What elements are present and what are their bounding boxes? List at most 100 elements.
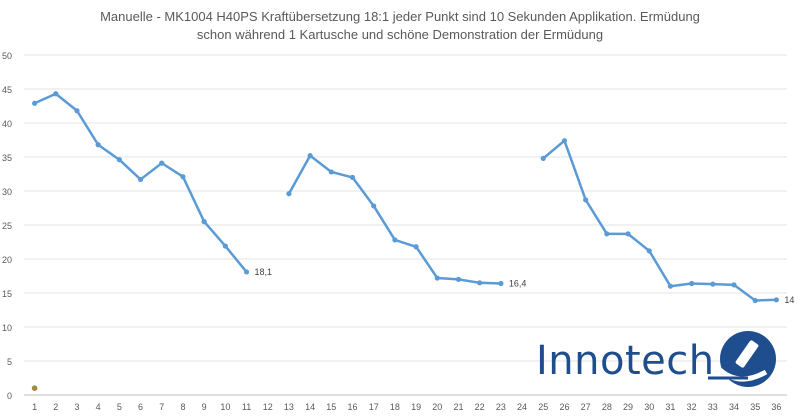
x-tick-label: 6 xyxy=(138,402,143,412)
x-tick-label: 35 xyxy=(750,402,760,412)
x-tick-label: 3 xyxy=(74,402,79,412)
x-tick-label: 25 xyxy=(538,402,548,412)
series-line-segment xyxy=(287,154,503,285)
data-point xyxy=(604,231,610,237)
y-tick-label: 25 xyxy=(2,221,12,231)
y-tick-label: 30 xyxy=(2,187,12,197)
series-line-segment xyxy=(542,139,778,302)
x-tick-label: 1 xyxy=(32,402,37,412)
data-point xyxy=(731,282,737,288)
data-point xyxy=(74,108,80,114)
y-axis-tick-labels: 0 5 10 15 20 25 30 35 40 45 50 xyxy=(2,51,12,401)
logo-emblem-icon xyxy=(708,331,776,387)
chart-title-line-1: Manuelle - MK1004 H40PS Kraftübersetzung… xyxy=(100,9,700,24)
logo-text: Innotech xyxy=(536,338,715,384)
data-point xyxy=(116,157,122,163)
data-point xyxy=(137,176,144,183)
data-point xyxy=(349,174,356,180)
x-tick-label: 4 xyxy=(96,402,101,412)
innotech-logo: Innotech xyxy=(532,328,782,390)
chart-title-line-2: schon während 1 Kartusche und schöne Dem… xyxy=(196,27,604,42)
data-point xyxy=(583,197,589,203)
y-tick-label: 35 xyxy=(2,153,12,163)
data-point xyxy=(455,276,462,282)
x-tick-label: 22 xyxy=(475,402,485,412)
x-tick-label: 27 xyxy=(581,402,591,412)
data-point xyxy=(201,219,207,225)
data-point xyxy=(286,191,292,197)
x-tick-label: 12 xyxy=(263,402,273,412)
y-tick-label: 50 xyxy=(2,51,12,61)
x-tick-label: 13 xyxy=(284,402,294,412)
x-tick-label: 9 xyxy=(202,402,207,412)
data-point xyxy=(243,269,250,275)
x-tick-label: 26 xyxy=(559,402,569,412)
x-tick-label: 18 xyxy=(390,402,400,412)
data-point xyxy=(625,231,631,237)
x-tick-label: 14 xyxy=(305,402,315,412)
data-point xyxy=(95,142,101,148)
x-tick-label: 19 xyxy=(411,402,421,412)
data-point xyxy=(307,153,313,159)
data-label: 14 xyxy=(784,295,794,305)
data-point xyxy=(434,275,440,281)
y-tick-label: 0 xyxy=(7,391,12,401)
x-tick-label: 21 xyxy=(453,402,463,412)
data-point xyxy=(159,160,165,166)
data-point xyxy=(540,155,546,161)
data-point xyxy=(710,281,716,287)
data-point xyxy=(773,297,780,303)
x-tick-label: 11 xyxy=(242,402,251,412)
data-point xyxy=(392,237,398,243)
x-tick-label: 15 xyxy=(326,402,336,412)
x-tick-label: 8 xyxy=(180,402,185,412)
y-tick-label: 10 xyxy=(2,323,12,333)
data-point xyxy=(689,280,695,287)
data-point xyxy=(222,243,228,249)
x-tick-label: 17 xyxy=(369,402,379,412)
x-tick-label: 32 xyxy=(687,402,697,412)
x-tick-label: 34 xyxy=(729,402,739,412)
x-tick-label: 30 xyxy=(644,402,654,412)
x-tick-label: 36 xyxy=(771,402,781,412)
y-tick-label: 20 xyxy=(2,255,12,265)
x-tick-label: 24 xyxy=(517,402,527,412)
data-point xyxy=(413,244,419,250)
x-tick-label: 23 xyxy=(496,402,506,412)
data-point xyxy=(180,174,186,180)
x-tick-label: 10 xyxy=(220,402,230,412)
x-tick-label: 31 xyxy=(665,402,675,412)
data-point xyxy=(328,169,334,175)
data-point xyxy=(667,283,674,289)
data-point xyxy=(752,297,758,304)
x-tick-label: 2 xyxy=(53,402,58,412)
x-tick-label: 5 xyxy=(117,402,122,412)
x-tick-label: 7 xyxy=(159,402,164,412)
data-label: 16,4 xyxy=(509,278,527,288)
y-tick-label: 5 xyxy=(7,357,12,367)
y-tick-label: 15 xyxy=(2,289,12,299)
gridlines xyxy=(24,54,787,396)
series-line-segment xyxy=(33,92,248,274)
data-point xyxy=(477,280,483,286)
data-point xyxy=(371,203,377,209)
extra-data-point xyxy=(31,385,38,392)
x-tick-label: 16 xyxy=(348,402,358,412)
data-point xyxy=(31,100,38,106)
x-tick-label: 33 xyxy=(708,402,718,412)
y-tick-label: 45 xyxy=(2,85,12,95)
x-tick-label: 28 xyxy=(602,402,612,412)
data-labels: 18,1 16,4 14 xyxy=(255,267,795,305)
y-tick-label: 40 xyxy=(2,119,12,129)
x-tick-label: 29 xyxy=(623,402,633,412)
data-point xyxy=(561,138,568,144)
x-tick-label: 20 xyxy=(432,402,442,412)
x-axis-tick-labels: 1 2 3 4 5 6 7 8 9 10 11 12 13 14 15 16 17 18 19 20 21 22 23 24 2… xyxy=(32,402,781,412)
series-points xyxy=(31,91,780,392)
data-label: 18,1 xyxy=(255,267,273,277)
data-point xyxy=(646,248,652,254)
data-point xyxy=(53,91,59,97)
series-lines xyxy=(33,92,778,302)
data-point xyxy=(498,280,504,287)
